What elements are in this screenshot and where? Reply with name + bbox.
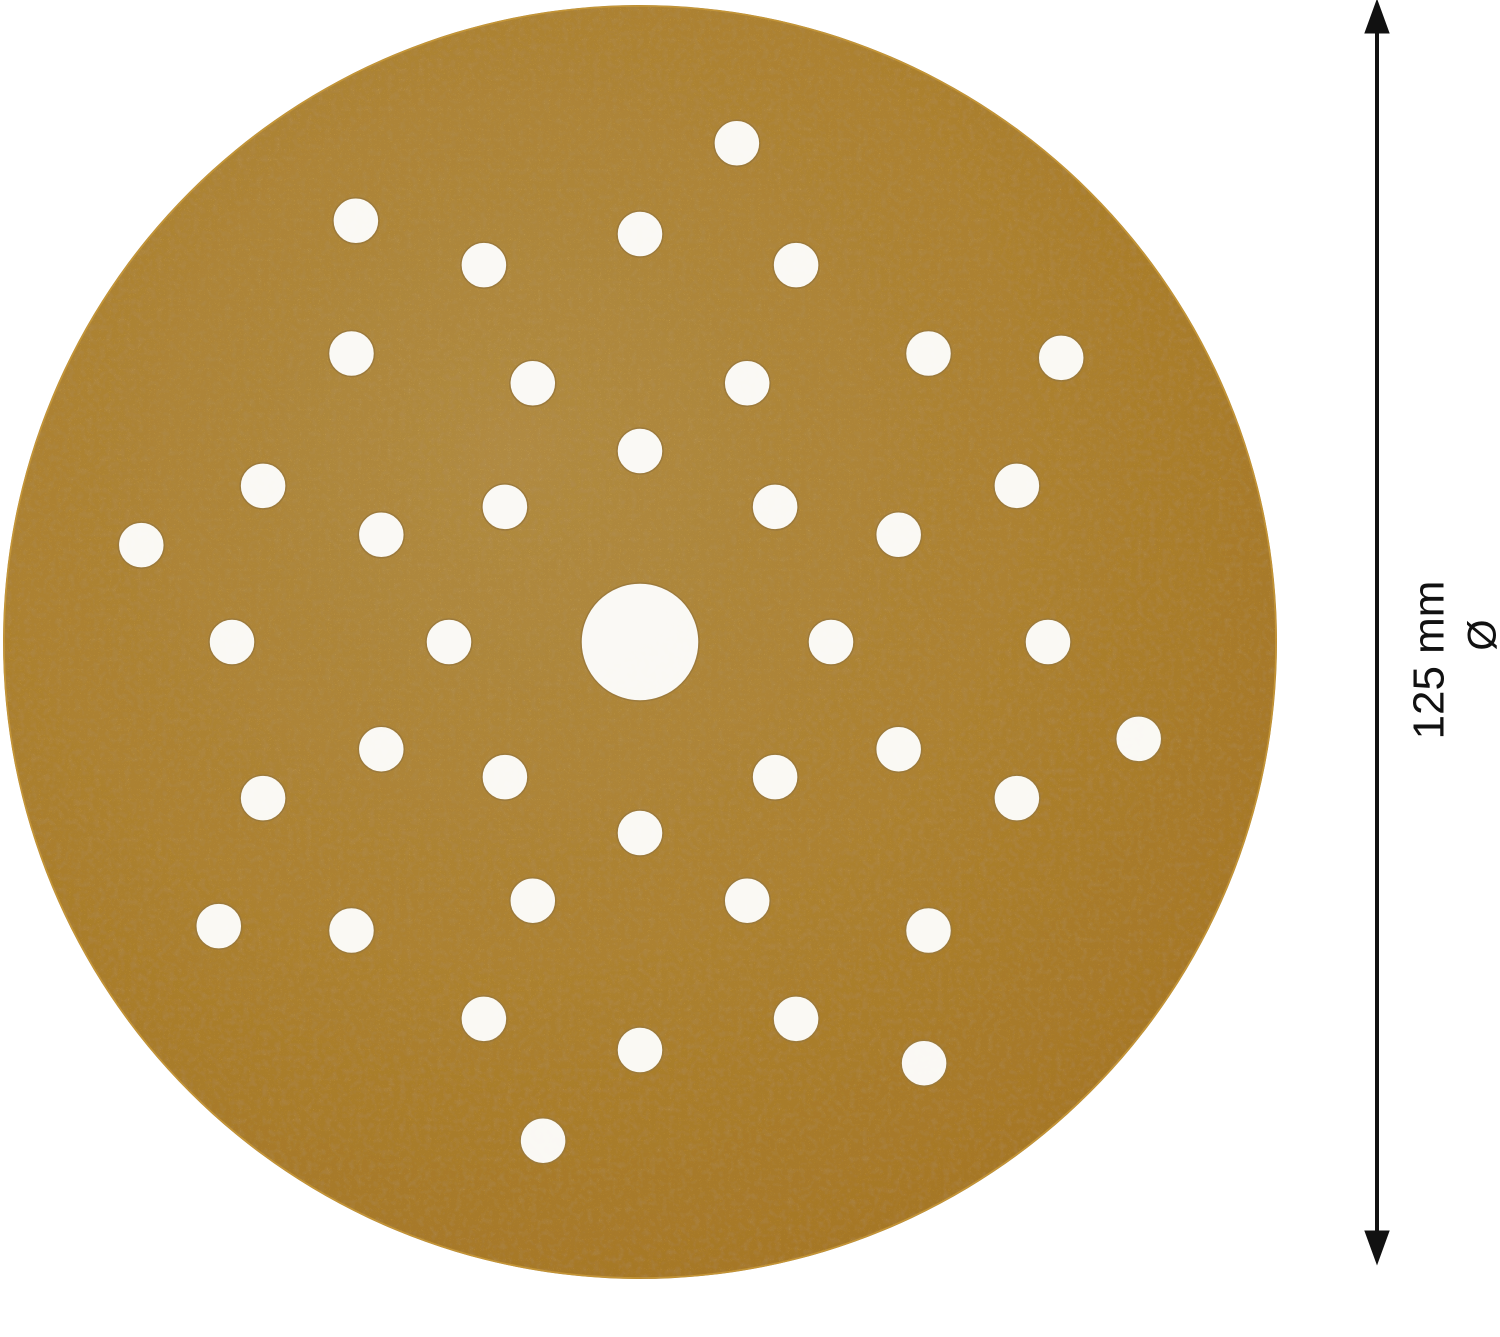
svg-text:125 mm: 125 mm	[1405, 581, 1454, 740]
svg-text:Ø: Ø	[1461, 619, 1500, 650]
